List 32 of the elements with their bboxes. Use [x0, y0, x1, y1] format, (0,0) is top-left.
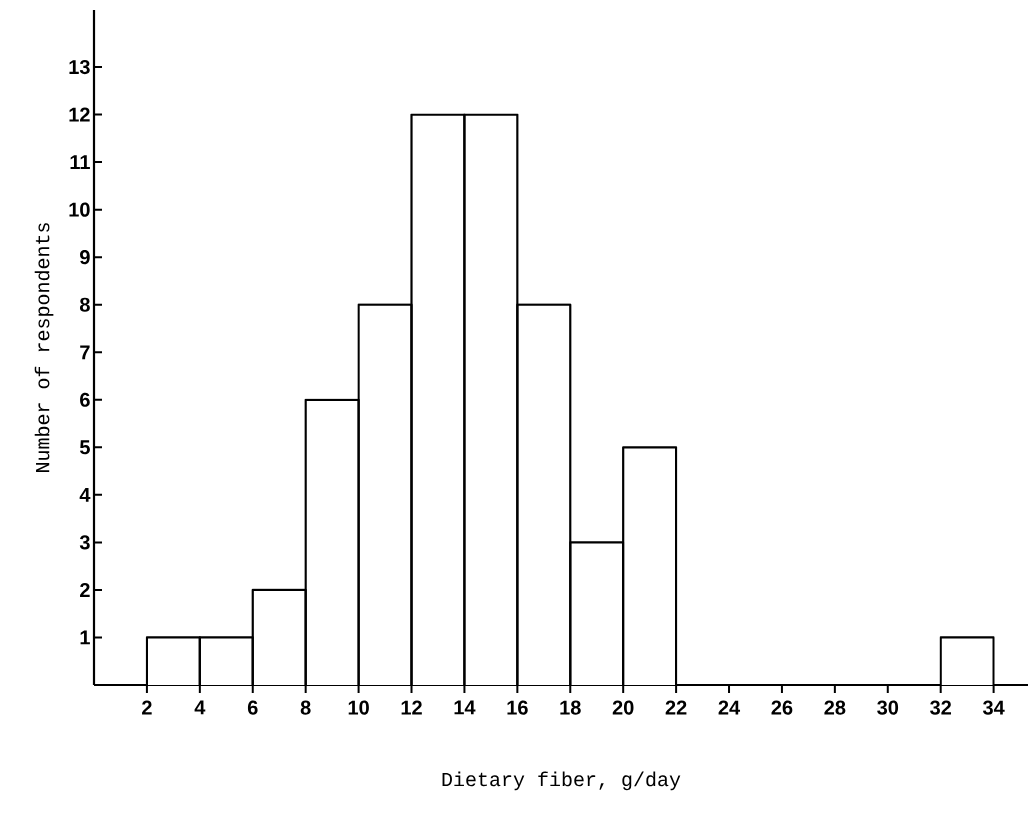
x-tick-label: 20: [612, 700, 634, 715]
y-tick-label: 1: [80, 630, 90, 645]
y-tick-label: 12: [69, 107, 90, 122]
x-tick-label: 26: [771, 700, 793, 715]
x-tick-label: 16: [507, 700, 528, 715]
y-tick-label: 3: [79, 535, 90, 550]
y-axis-title: Number of respondents: [34, 223, 54, 472]
x-tick-label: 24: [718, 700, 741, 715]
y-tick-label: 7: [80, 345, 90, 360]
x-tick-label: 6: [247, 700, 258, 715]
x-tick-label: 4: [194, 700, 206, 715]
y-tick-label: 8: [79, 297, 90, 312]
x-tick-label: 12: [401, 700, 422, 715]
x-tick-label: 28: [824, 700, 846, 715]
x-tick-label: 22: [665, 700, 687, 715]
y-tick-label: 10: [69, 202, 90, 217]
y-tick-label: 13: [69, 59, 90, 75]
x-tick-label: 30: [877, 700, 899, 715]
x-tick-label: 8: [300, 700, 311, 715]
y-tick-label: 9: [80, 250, 90, 265]
y-tick-label: 11: [70, 155, 90, 169]
x-tick-label: 10: [348, 700, 369, 715]
x-tick-label: 34: [982, 700, 1005, 715]
x-tick-label: 18: [560, 700, 581, 715]
y-tick-label: 5: [79, 440, 90, 455]
y-tick-label: 4: [79, 487, 91, 502]
x-tick-label: 14: [454, 700, 476, 715]
x-tick-label: 32: [930, 700, 952, 715]
x-axis-title: Dietary fiber, g/day: [442, 771, 681, 791]
y-tick-label: 6: [80, 392, 90, 407]
y-tick-label: 2: [80, 582, 90, 597]
x-tick-label: 2: [142, 700, 152, 715]
